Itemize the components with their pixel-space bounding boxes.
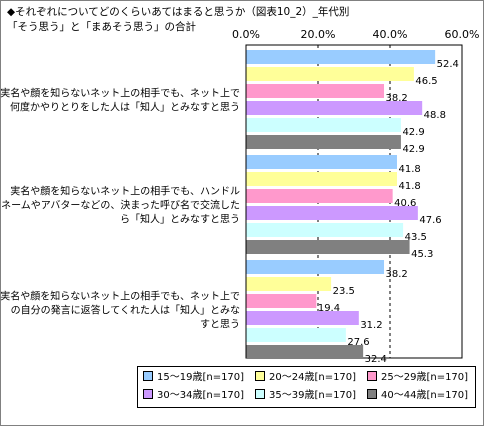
bar bbox=[246, 101, 423, 115]
bar bbox=[246, 84, 385, 98]
category-label: 実名や顔を知らないネット上の相手でも、ネット上で bbox=[0, 87, 240, 100]
data-label: 52.4 bbox=[437, 59, 459, 70]
data-label: 32.4 bbox=[365, 354, 387, 365]
legend-label: 15～19歳[n=170] bbox=[157, 372, 245, 383]
data-label: 31.2 bbox=[360, 320, 382, 331]
category-label: 実名や顔を知らないネット上の相手でも、ネット上で bbox=[0, 290, 240, 303]
category-label: すと思う bbox=[200, 319, 240, 331]
legend-item: 20～24歳[n=170] bbox=[255, 371, 356, 385]
legend-swatch bbox=[255, 371, 265, 381]
legend-label: 40～44歳[n=170] bbox=[381, 390, 469, 401]
bar bbox=[246, 135, 401, 149]
legend-label: 30～34歳[n=170] bbox=[157, 390, 245, 401]
x-tick-label: 60.0% bbox=[445, 28, 480, 41]
data-label: 45.3 bbox=[411, 249, 433, 260]
legend-item: 15～19歳[n=170] bbox=[143, 371, 244, 385]
legend-swatch bbox=[367, 389, 377, 399]
legend-item: 30～34歳[n=170] bbox=[143, 389, 244, 403]
data-label: 23.5 bbox=[333, 286, 355, 297]
data-label: 41.8 bbox=[398, 164, 420, 175]
data-label: 48.8 bbox=[424, 110, 446, 121]
bar bbox=[246, 277, 332, 291]
legend-item: 35～39歳[n=170] bbox=[255, 389, 356, 403]
data-label: 47.6 bbox=[419, 215, 441, 226]
bar bbox=[246, 260, 385, 274]
legend-label: 20～24歳[n=170] bbox=[269, 372, 357, 383]
bar bbox=[246, 223, 404, 237]
data-label: 43.5 bbox=[405, 232, 427, 243]
bar bbox=[246, 240, 410, 254]
data-label: 40.6 bbox=[394, 198, 416, 209]
bar bbox=[246, 118, 401, 132]
category-label: 実名や顔を知らないネット上の相手でも、ハンドル bbox=[10, 185, 240, 198]
bar bbox=[246, 172, 397, 186]
chart-title: ◆それぞれについてどのくらいあてはまると思うか（図表10_2）_年代別 「そう思… bbox=[7, 5, 349, 35]
category-label: 何度かやりとりをした人は「知人」とみなすと思う bbox=[10, 101, 240, 114]
category-label: ネームやアバターなどの、決まった呼び名で交流した bbox=[1, 199, 240, 212]
legend-label: 25～29歳[n=170] bbox=[381, 372, 469, 383]
bar bbox=[246, 189, 393, 203]
bar bbox=[246, 294, 317, 308]
data-label: 38.2 bbox=[386, 269, 408, 280]
legend-item: 25～29歳[n=170] bbox=[367, 371, 468, 385]
legend-item: 40～44歳[n=170] bbox=[367, 389, 468, 403]
bar bbox=[246, 206, 418, 220]
bar bbox=[246, 345, 364, 359]
data-label: 38.2 bbox=[386, 93, 408, 104]
data-label: 41.8 bbox=[398, 181, 420, 192]
chart-legend: 15～19歳[n=170] 20～24歳[n=170] 25～29歳[n=170] 3… bbox=[137, 366, 476, 408]
legend-label: 35～39歳[n=170] bbox=[269, 390, 357, 401]
legend-swatch bbox=[255, 389, 265, 399]
data-label: 42.9 bbox=[402, 144, 424, 155]
bar bbox=[246, 50, 436, 64]
data-label: 19.4 bbox=[318, 303, 340, 314]
legend-swatch bbox=[143, 371, 153, 381]
data-label: 27.6 bbox=[347, 337, 369, 348]
bar bbox=[246, 311, 359, 325]
x-tick-label: 0.0% bbox=[232, 28, 260, 41]
data-label: 42.9 bbox=[402, 127, 424, 138]
x-tick-label: 20.0% bbox=[301, 28, 336, 41]
chart-title-line2: 「そう思う」と「まあそう思う」の合計 bbox=[7, 21, 196, 33]
bar bbox=[246, 67, 414, 81]
bar bbox=[246, 328, 346, 342]
chart-title-line1: ◆それぞれについてどのくらいあてはまると思うか（図表10_2）_年代別 bbox=[7, 6, 350, 18]
bar bbox=[246, 155, 397, 169]
x-tick-label: 40.0% bbox=[373, 28, 408, 41]
legend-swatch bbox=[143, 389, 153, 399]
data-label: 46.5 bbox=[415, 76, 437, 87]
category-label: の自分の発言に返答してくれた人は「知人」とみな bbox=[11, 304, 240, 317]
legend-swatch bbox=[367, 371, 377, 381]
category-label: ら「知人」とみなすと思う bbox=[120, 213, 240, 226]
